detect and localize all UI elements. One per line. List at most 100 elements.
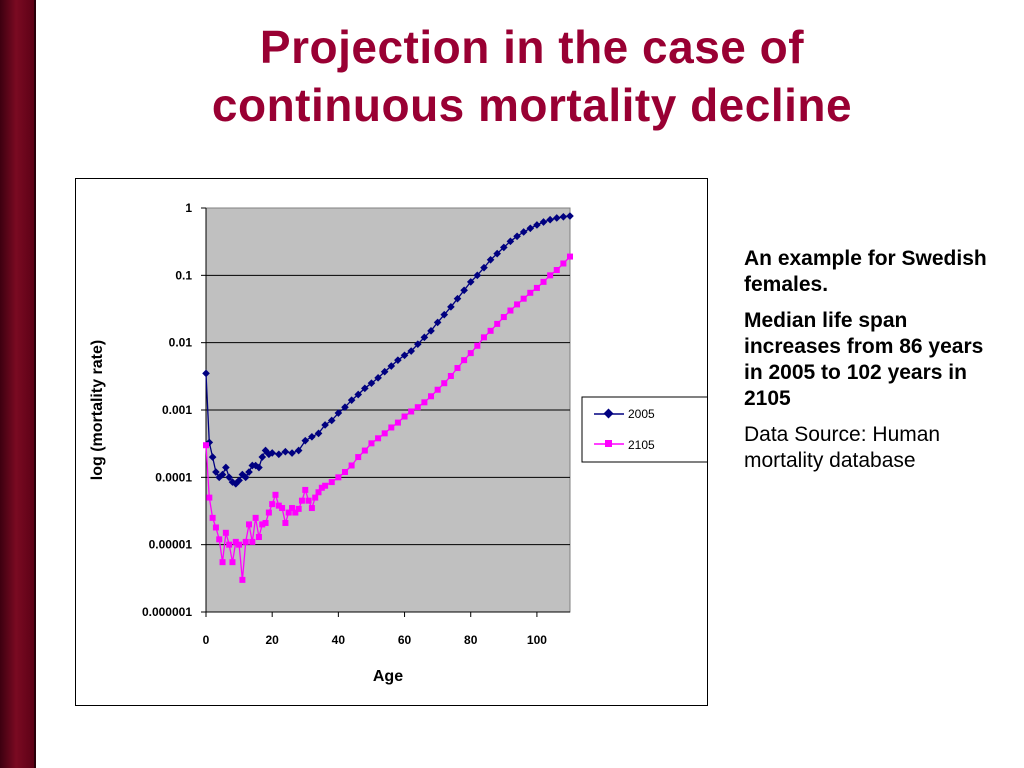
- data-point-2005: [288, 449, 296, 457]
- data-point-2005: [427, 327, 435, 335]
- y-tick-label: 0.001: [162, 403, 192, 417]
- data-point-2105: [533, 284, 540, 291]
- data-point-2005: [500, 243, 508, 252]
- data-point-2105: [500, 314, 507, 321]
- data-point-2105: [282, 519, 289, 526]
- data-point-2105: [421, 399, 428, 406]
- data-point-2005: [374, 374, 382, 382]
- data-point-2105: [289, 505, 296, 512]
- data-point-2005: [394, 356, 402, 364]
- data-point-2105: [209, 514, 216, 521]
- data-point-2105: [239, 576, 246, 583]
- data-point-2105: [252, 514, 259, 521]
- data-point-2105: [269, 501, 276, 508]
- data-point-2105: [203, 442, 209, 449]
- data-point-2105: [212, 524, 219, 531]
- data-point-2105: [527, 289, 534, 296]
- data-point-2105: [441, 380, 448, 387]
- data-point-2105: [232, 538, 239, 545]
- data-point-2105: [414, 404, 421, 411]
- y-axis-title: log (mortality rate): [89, 340, 106, 480]
- data-point-2105: [308, 505, 315, 512]
- data-point-2105: [226, 541, 233, 548]
- data-point-2105: [242, 538, 249, 545]
- data-point-2105: [259, 521, 266, 528]
- data-point-2005: [460, 286, 468, 295]
- slide-title-line-2: continuous mortality decline: [211, 79, 853, 131]
- data-point-2105: [298, 497, 305, 504]
- data-point-2005: [546, 215, 554, 224]
- data-point-2105: [246, 521, 253, 528]
- data-point-2005: [420, 333, 429, 342]
- data-point-2105: [236, 541, 243, 548]
- data-point-2105: [302, 486, 309, 493]
- data-point-2105: [255, 533, 262, 540]
- data-point-2105: [447, 372, 454, 379]
- data-point-2105: [229, 559, 236, 566]
- data-point-2105: [494, 320, 501, 327]
- data-point-2105: [434, 386, 441, 393]
- x-tick-label: 80: [464, 633, 478, 647]
- data-point-2105: [312, 494, 319, 501]
- data-point-2005: [347, 396, 356, 404]
- data-point-2105: [348, 462, 355, 469]
- data-point-2005: [301, 436, 310, 445]
- slide-title-line-1: Projection in the case of: [259, 21, 805, 73]
- data-point-2105: [368, 440, 375, 447]
- data-point-2105: [361, 447, 368, 454]
- data-point-2105: [567, 253, 573, 260]
- data-point-2105: [328, 479, 335, 486]
- data-point-2105: [249, 538, 256, 545]
- data-point-2105: [487, 327, 494, 334]
- data-point-2105: [480, 334, 487, 341]
- data-point-2105: [275, 502, 282, 509]
- data-point-2105: [428, 393, 435, 400]
- x-tick-label: 40: [332, 633, 346, 647]
- notes-panel: An example for Swedish females. Median l…: [744, 246, 1004, 484]
- data-point-2105: [375, 435, 382, 442]
- data-point-2105: [265, 509, 272, 516]
- data-point-2105: [272, 491, 279, 498]
- legend-label-2005: 2005: [628, 407, 655, 421]
- side-decoration-bar: [0, 0, 36, 768]
- data-point-2105: [401, 413, 408, 420]
- data-point-2105: [295, 505, 302, 512]
- slide-title: Projection in the case of continuous mor…: [60, 18, 1004, 134]
- data-point-2005: [480, 263, 488, 272]
- chart-frame: 1 0.1 0.01 0.001 0.0001 0.00001 0.000001 0 20 40 6…: [75, 178, 708, 706]
- data-point-2005: [552, 214, 561, 222]
- y-tick-label: 0.000001: [142, 605, 192, 619]
- x-tick-label: 20: [266, 633, 280, 647]
- data-point-2005: [466, 278, 475, 286]
- data-point-2005: [255, 463, 263, 472]
- x-tick-label: 100: [527, 633, 547, 647]
- data-point-2005: [274, 450, 283, 459]
- data-point-2105: [514, 301, 521, 308]
- data-point-2105: [279, 505, 286, 512]
- x-tick-label: 60: [398, 633, 412, 647]
- data-point-2105: [219, 559, 226, 566]
- data-point-2105: [335, 474, 342, 481]
- data-point-2005: [447, 303, 455, 311]
- data-point-2105: [547, 272, 554, 279]
- data-point-2105: [341, 469, 348, 476]
- data-point-2005: [533, 221, 541, 229]
- x-tick-label: 0: [203, 633, 210, 647]
- note-data-source: Data Source: Human mortality database: [744, 423, 941, 472]
- data-point-2105: [394, 419, 401, 426]
- data-point-2105: [408, 408, 415, 415]
- data-point-2105: [520, 295, 527, 302]
- data-point-2005: [354, 390, 363, 399]
- data-point-2105: [318, 484, 325, 491]
- data-point-2005: [367, 379, 376, 387]
- legend-box: [581, 396, 707, 463]
- data-point-2105: [292, 509, 299, 516]
- y-tick-label: 0.01: [169, 336, 193, 350]
- data-point-2105: [553, 267, 560, 274]
- x-axis-title: Age: [373, 668, 403, 685]
- data-point-2105: [285, 509, 292, 516]
- data-point-2005: [268, 449, 277, 457]
- data-point-2105: [474, 342, 481, 349]
- data-point-2005: [258, 453, 267, 461]
- y-tick-label: 0.1: [175, 268, 192, 282]
